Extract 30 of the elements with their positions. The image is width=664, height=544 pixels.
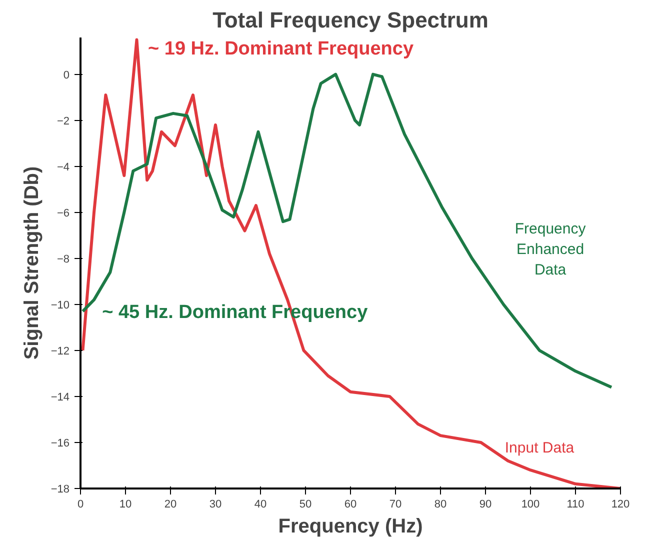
x-tick-label: 0 bbox=[77, 498, 84, 510]
annotation: ~ 19 Hz. Dominant Frequency bbox=[148, 38, 414, 60]
x-axis-title: Frequency (Hz) bbox=[278, 516, 423, 538]
x-tick-label: 20 bbox=[164, 498, 177, 510]
x-tick-label: 90 bbox=[479, 498, 492, 510]
x-tick-label: 80 bbox=[434, 498, 447, 510]
y-tick-label: −2 bbox=[56, 115, 70, 128]
x-tick-label: 40 bbox=[254, 498, 267, 510]
x-tick-label: 110 bbox=[566, 498, 584, 510]
x-tick-label: 10 bbox=[119, 498, 132, 510]
x-tick-label: 50 bbox=[299, 498, 312, 510]
y-tick-label: −16 bbox=[50, 437, 70, 450]
y-tick-label: −12 bbox=[50, 345, 70, 358]
series-label: Input Data bbox=[504, 439, 575, 456]
series-label: Frequency Enhanced Data bbox=[514, 220, 586, 278]
x-tick-label: 70 bbox=[389, 498, 402, 510]
y-tick-label: 0 bbox=[63, 69, 70, 82]
y-axis-title: Signal Strength (Db) bbox=[20, 166, 43, 360]
y-tick-label: −10 bbox=[50, 299, 70, 312]
y-tick-label: −14 bbox=[50, 391, 70, 404]
x-tick-label: 60 bbox=[344, 498, 357, 510]
x-tick-label: 30 bbox=[209, 498, 222, 510]
x-tick-label: 120 bbox=[611, 498, 630, 510]
y-tick-label: −8 bbox=[56, 253, 70, 266]
y-tick-label: −18 bbox=[50, 484, 70, 496]
chart-title: Total Frequency Spectrum bbox=[212, 8, 488, 32]
y-tick-label: −6 bbox=[56, 207, 70, 220]
x-tick-label: 100 bbox=[521, 498, 540, 510]
y-tick-label: −4 bbox=[56, 161, 70, 174]
line-series bbox=[81, 72, 613, 389]
